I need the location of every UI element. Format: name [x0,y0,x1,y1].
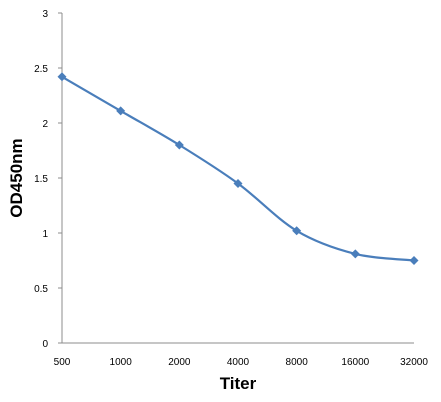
y-tick-label: 1 [42,229,48,240]
data-point-marker [350,249,360,259]
data-point-marker [292,226,302,236]
x-tick-label: 500 [54,357,71,368]
data-point-marker [116,106,126,116]
x-tick-label: 1000 [110,357,133,368]
y-tick-label: 1.5 [34,174,48,185]
data-point-marker [57,72,67,82]
x-tick-label: 16000 [341,357,369,368]
x-axis-ticks: 500 1000 2000 4000 8000 16000 32000 [54,357,429,368]
y-axis-ticks: 0 0.5 1 1.5 2 2.5 3 [34,9,62,350]
series-line [61,75,415,262]
data-point-marker [233,179,243,188]
y-tick-label: 2.5 [34,64,48,75]
y-tick-label: 2 [42,119,48,130]
x-tick-label: 2000 [168,357,191,368]
data-point-marker [409,256,419,265]
y-axis-title: OD450nm [7,138,26,217]
y-tick-label: 0.5 [34,284,48,295]
x-tick-label: 4000 [227,357,250,368]
y-tick-label: 0 [42,339,48,350]
x-tick-label: 32000 [400,357,428,368]
x-axis-title: Titer [220,374,257,393]
data-markers [57,72,419,265]
x-tick-label: 8000 [286,357,309,368]
data-point-marker [174,140,184,150]
y-tick-label: 3 [42,9,48,20]
